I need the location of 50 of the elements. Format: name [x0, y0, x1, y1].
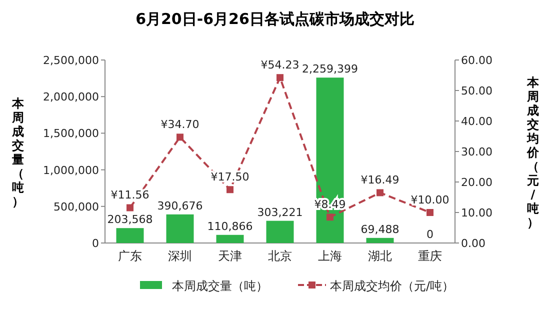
x-tick-label: 上海 [318, 249, 342, 263]
y2-tick-label: 20.00 [461, 176, 492, 189]
y-tick-label: 2,500,000 [43, 54, 99, 67]
x-tick-label: 广东 [118, 249, 142, 263]
y2-tick-label: 50.00 [461, 84, 492, 98]
bar [116, 228, 144, 243]
bar [316, 78, 344, 243]
data-label: 69,488 [360, 222, 400, 236]
y2-tick-label: 0.00 [461, 237, 486, 250]
data-label: 0 [426, 228, 434, 241]
y-tick-label: 1,500,000 [43, 127, 99, 140]
point [426, 209, 434, 216]
point [276, 74, 284, 82]
x-tick-label: 湖北 [368, 249, 392, 263]
y-tick-label: 2,000,000 [43, 90, 99, 104]
bar [166, 214, 194, 243]
point [326, 214, 334, 221]
chart-title: 6月20日-6月26日各试点碳市场成交对比 [136, 10, 414, 28]
data-label: 390,676 [157, 199, 203, 212]
data-label: ¥17.50 [210, 170, 250, 184]
point [126, 204, 134, 212]
point [376, 189, 384, 196]
data-label: ¥10.00 [410, 194, 450, 206]
point [176, 134, 184, 141]
data-label: ¥16.49 [360, 174, 400, 187]
data-label: 203,568 [107, 213, 153, 226]
y-tick-label: 500,000 [54, 200, 99, 214]
point [226, 186, 234, 194]
y-axis-title: 本周成交量（吨） [11, 96, 25, 208]
y2-tick-label: 30.00 [461, 146, 492, 158]
bar [216, 234, 244, 243]
x-tick-label: 北京 [268, 249, 292, 263]
x-tick-label: 重庆 [418, 249, 442, 263]
data-label: 110,866 [207, 220, 253, 233]
data-label: 2,259,399 [302, 62, 358, 76]
legend-label: 本周成交均价（元/吨） [330, 279, 454, 293]
bar [266, 220, 294, 243]
y-tick-label: 0 [92, 237, 99, 250]
y2-tick-label: 60.00 [461, 54, 492, 67]
bar [366, 238, 394, 243]
text: 本周成交均价（元/吨） [527, 76, 539, 230]
x-tick-label: 深圳 [168, 249, 192, 263]
y2-tick-label: 40.00 [461, 115, 492, 128]
y-tick-label: 1,000,000 [43, 164, 99, 177]
data-label: ¥54.23 [260, 58, 300, 72]
data-label: ¥34.70 [160, 118, 200, 132]
y2-tick-label: 10.00 [461, 206, 492, 220]
legend-label: 本周成交量（吨） [172, 279, 268, 293]
x-tick-label: 天津 [218, 249, 242, 263]
data-label: 303,221 [257, 206, 303, 219]
